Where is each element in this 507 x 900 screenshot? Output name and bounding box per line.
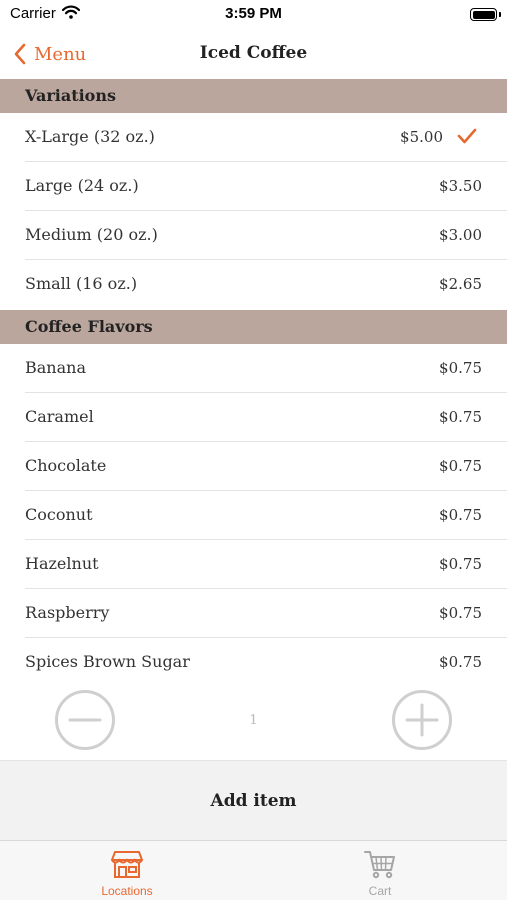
option-price: $0.75 — [439, 653, 482, 671]
add-item-bar: Add item — [0, 760, 507, 840]
option-label: Caramel — [25, 407, 94, 426]
option-price: $2.65 — [439, 275, 482, 293]
back-button[interactable]: Menu — [14, 40, 86, 68]
option-label: Coconut — [25, 505, 93, 524]
quantity-stepper: 1 — [0, 685, 507, 760]
wifi-icon — [61, 5, 81, 24]
add-item-button[interactable]: Add item — [210, 791, 297, 811]
option-label: Hazelnut — [25, 554, 99, 573]
tab-label: Locations — [101, 884, 153, 898]
option-price: $3.50 — [439, 177, 482, 195]
tab-label: Cart — [368, 884, 392, 898]
carrier-label: Carrier — [10, 5, 56, 22]
section-header-coffee-flavors: Coffee Flavors — [0, 310, 507, 344]
row-divider — [25, 588, 507, 589]
navigation-bar: Menu Iced Coffee — [0, 30, 507, 78]
option-label: Medium (20 oz.) — [25, 225, 158, 244]
storefront-icon — [110, 849, 144, 883]
flavor-row-hazelnut[interactable]: Hazelnut $0.75 — [0, 540, 507, 589]
option-row-medium[interactable]: Medium (20 oz.) $3.00 — [0, 211, 507, 260]
status-bar: Carrier 3:59 PM — [0, 0, 507, 30]
option-label: Banana — [25, 358, 86, 377]
row-divider — [25, 392, 507, 393]
flavor-row-banana[interactable]: Banana $0.75 — [0, 344, 507, 393]
option-label: Chocolate — [25, 456, 107, 475]
row-divider — [25, 259, 507, 260]
decrease-quantity-button[interactable] — [54, 689, 116, 751]
plus-circle-icon — [392, 690, 452, 750]
option-row-small[interactable]: Small (16 oz.) $2.65 — [0, 260, 507, 309]
option-label: X-Large (32 oz.) — [25, 127, 155, 146]
row-divider — [25, 441, 507, 442]
option-label: Spices Brown Sugar — [25, 652, 190, 671]
row-divider — [25, 210, 507, 211]
tab-locations[interactable]: Locations — [47, 841, 207, 900]
back-button-label: Menu — [34, 43, 87, 65]
row-divider — [25, 490, 507, 491]
option-price: $0.75 — [439, 408, 482, 426]
option-price: $0.75 — [439, 604, 482, 622]
option-row-large[interactable]: Large (24 oz.) $3.50 — [0, 162, 507, 211]
quantity-value: 1 — [249, 713, 258, 728]
cart-icon — [363, 849, 397, 883]
option-price: $0.75 — [439, 457, 482, 475]
flavor-row-caramel[interactable]: Caramel $0.75 — [0, 393, 507, 442]
section-header-variations: Variations — [0, 79, 507, 113]
row-divider — [25, 161, 507, 162]
minus-circle-icon — [55, 690, 115, 750]
row-divider — [25, 539, 507, 540]
option-price: $5.00 — [400, 128, 443, 146]
flavor-row-chocolate[interactable]: Chocolate $0.75 — [0, 442, 507, 491]
flavor-row-coconut[interactable]: Coconut $0.75 — [0, 491, 507, 540]
page-title: Iced Coffee — [199, 43, 308, 63]
option-price: $0.75 — [439, 555, 482, 573]
option-label: Small (16 oz.) — [25, 274, 138, 293]
option-price: $0.75 — [439, 359, 482, 377]
flavor-row-raspberry[interactable]: Raspberry $0.75 — [0, 589, 507, 638]
chevron-left-icon — [14, 43, 26, 65]
tab-cart[interactable]: Cart — [300, 841, 460, 900]
battery-icon — [470, 8, 501, 21]
flavor-row-spices-brown-sugar[interactable]: Spices Brown Sugar $0.75 — [0, 638, 507, 687]
row-divider — [25, 637, 507, 638]
tab-bar: Locations Cart — [0, 840, 507, 900]
option-label: Large (24 oz.) — [25, 176, 139, 195]
option-price: $0.75 — [439, 506, 482, 524]
option-price: $3.00 — [439, 226, 482, 244]
checkmark-icon — [457, 128, 477, 148]
option-row-x-large[interactable]: X-Large (32 oz.) $5.00 — [0, 113, 507, 162]
option-label: Raspberry — [25, 603, 110, 622]
clock: 3:59 PM — [225, 5, 282, 22]
increase-quantity-button[interactable] — [391, 689, 453, 751]
